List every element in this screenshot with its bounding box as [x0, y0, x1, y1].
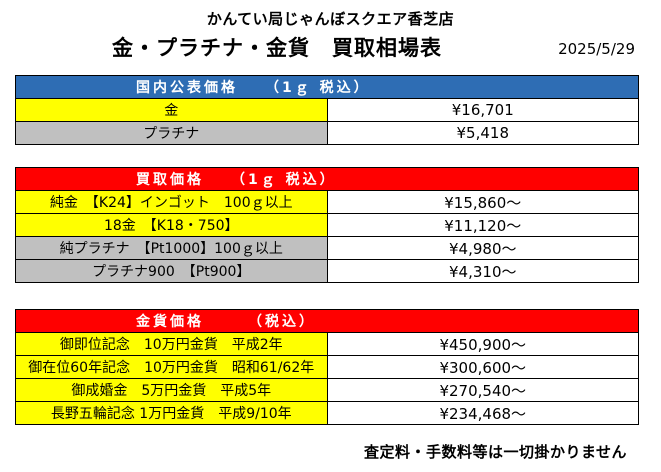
table-row: 金 ¥16,701: [15, 98, 639, 122]
table-row: 純プラチナ 【Pt1000】100ｇ以上 ¥4,980～: [15, 236, 639, 260]
item-price: ¥4,310～: [326, 259, 639, 283]
item-price: ¥5,418: [326, 121, 639, 145]
item-name: 18金 【K18・750】: [15, 213, 328, 237]
table-row: プラチナ900 【Pt900】 ¥4,310～: [15, 259, 639, 283]
table-row: 御在位60年記念 10万円金貨 昭和61/62年 ¥300,600～: [15, 355, 639, 379]
item-name: 純金 【K24】インゴット 100ｇ以上: [15, 190, 328, 214]
table-row: 18金 【K18・750】 ¥11,120～: [15, 213, 639, 237]
page-title: 金・プラチナ・金貨 買取相場表: [112, 36, 442, 60]
item-price: ¥16,701: [326, 98, 639, 122]
item-price: ¥11,120～: [326, 213, 639, 237]
purchase-heading: 買取価格 （1ｇ 税込）: [15, 167, 639, 191]
item-price: ¥270,540～: [326, 378, 639, 402]
domestic-heading: 国内公表価格 （1ｇ 税込）: [15, 75, 639, 99]
item-name: 長野五輪記念 1万円金貨 平成9/10年: [15, 401, 328, 425]
purchase-header-row: 買取価格 （1ｇ 税込）: [15, 167, 639, 191]
item-price: ¥300,600～: [326, 355, 639, 379]
table-row: 長野五輪記念 1万円金貨 平成9/10年 ¥234,468～: [15, 401, 639, 425]
domestic-price-table: 国内公表価格 （1ｇ 税込） 金 ¥16,701 プラチナ ¥5,418: [15, 75, 639, 145]
coins-heading: 金貨価格 （税込）: [15, 309, 639, 333]
item-name: 御即位記念 10万円金貨 平成2年: [15, 332, 328, 356]
table-row: 御即位記念 10万円金貨 平成2年 ¥450,900～: [15, 332, 639, 356]
table-row: 純金 【K24】インゴット 100ｇ以上 ¥15,860～: [15, 190, 639, 214]
table-row: プラチナ ¥5,418: [15, 121, 639, 145]
coin-price-table: 金貨価格 （税込） 御即位記念 10万円金貨 平成2年 ¥450,900～ 御在…: [15, 309, 639, 425]
item-name: 純プラチナ 【Pt1000】100ｇ以上: [15, 236, 328, 260]
store-name: かんてい局じゃんぼスクエア香芝店: [206, 10, 455, 28]
purchase-price-table: 買取価格 （1ｇ 税込） 純金 【K24】インゴット 100ｇ以上 ¥15,86…: [15, 167, 639, 283]
item-price: ¥234,468～: [326, 401, 639, 425]
item-price: ¥4,980～: [326, 236, 639, 260]
item-price: ¥450,900～: [326, 332, 639, 356]
item-name: プラチナ: [15, 121, 328, 145]
item-price: ¥15,860～: [326, 190, 639, 214]
footer-note: 査定料・手数料等は一切掛かりません: [363, 443, 627, 461]
table-row: 御成婚金 5万円金貨 平成5年 ¥270,540～: [15, 378, 639, 402]
domestic-header-row: 国内公表価格 （1ｇ 税込）: [15, 75, 639, 99]
item-name: プラチナ900 【Pt900】: [15, 259, 328, 283]
item-name: 金: [15, 98, 328, 122]
item-name: 御在位60年記念 10万円金貨 昭和61/62年: [15, 355, 328, 379]
item-name: 御成婚金 5万円金貨 平成5年: [15, 378, 328, 402]
date: 2025/5/29: [558, 40, 635, 58]
coins-header-row: 金貨価格 （税込）: [15, 309, 639, 333]
